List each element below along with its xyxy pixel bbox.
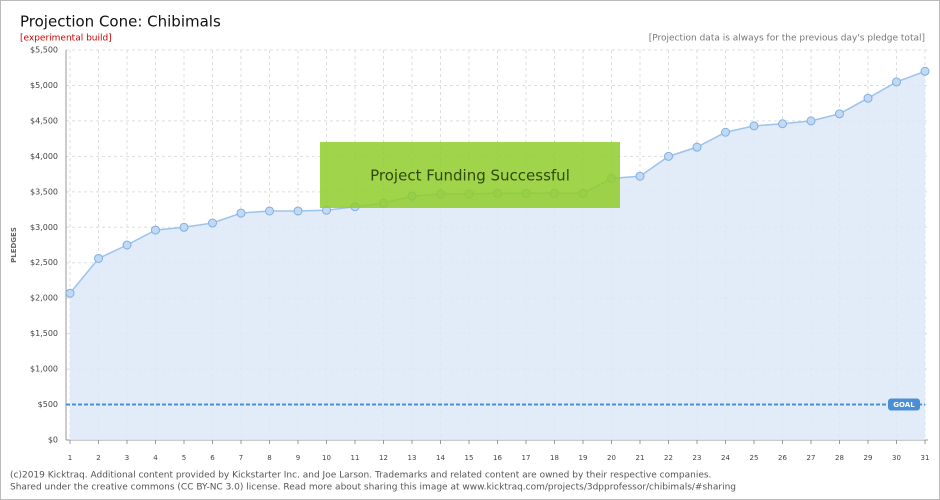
point (208, 218, 217, 228)
x-tick-label: 23 (693, 454, 702, 462)
y-tick-label: $1,000 (30, 365, 58, 374)
x-tick-label: 24 (721, 454, 730, 462)
y-tick-label: $2,500 (30, 258, 58, 267)
x-tick-label: 10 (322, 454, 331, 462)
x-tick-label: 21 (636, 454, 645, 462)
point (835, 109, 844, 119)
x-tick-label: 7 (239, 454, 243, 462)
x-tick-label: 5 (182, 454, 186, 462)
point (94, 253, 103, 263)
y-tick-label: $3,000 (30, 223, 58, 232)
footer: (c)2019 Kicktraq. Additional content pro… (10, 471, 711, 481)
x-tick-label: 25 (750, 454, 759, 462)
y-axis-label: PLEDGES (10, 227, 18, 263)
point (265, 206, 274, 216)
note: [Projection data is always for the previ… (649, 34, 925, 44)
x-tick-label: 6 (210, 454, 215, 462)
point (920, 66, 930, 76)
y-tick-label: $2,000 (30, 294, 58, 303)
x-tick-label: 31 (921, 454, 930, 462)
point (749, 121, 759, 131)
x-tick-label: 30 (892, 454, 901, 462)
point (806, 116, 816, 126)
x-tick-label: 29 (864, 454, 873, 462)
x-tick-label: 27 (807, 454, 816, 462)
y-tick-label: $4,500 (30, 116, 58, 125)
point (664, 151, 673, 161)
x-tick-label: 11 (351, 454, 360, 462)
x-tick-label: 17 (522, 454, 531, 462)
x-tick-label: 26 (778, 454, 787, 462)
x-tick-label: 13 (408, 454, 417, 462)
y-tick-label: $4,000 (30, 152, 58, 161)
x-tick-label: 15 (465, 454, 474, 462)
point (236, 208, 246, 218)
y-tick-label: $5,000 (30, 81, 58, 90)
x-tick-label: 1 (68, 454, 72, 462)
chart-title: Projection Cone: Chibimals (20, 13, 221, 31)
y-tick-label: $5,500 (30, 46, 58, 55)
point (65, 288, 75, 298)
x-tick-label: 2 (96, 454, 100, 462)
y-tick-label: $1,500 (30, 329, 58, 338)
point (293, 206, 303, 216)
point (778, 119, 787, 129)
goal-badge (888, 398, 920, 411)
y-tick-label: $3,500 (30, 187, 58, 196)
x-tick-label: 12 (379, 454, 388, 462)
x-tick-label: 14 (436, 454, 445, 462)
point (892, 77, 901, 87)
area (70, 71, 925, 440)
banner-text: Project Funding Successful (370, 167, 570, 185)
footer: Shared under the creative commons (CC BY… (10, 483, 736, 493)
point (179, 222, 189, 232)
x-tick-label: 28 (835, 454, 844, 462)
point (635, 171, 645, 181)
goal-label: GOAL (893, 401, 915, 409)
y-tick-label: $0 (48, 436, 58, 445)
point (151, 225, 160, 235)
point (122, 240, 132, 250)
point (692, 142, 702, 152)
x-tick-label: 22 (664, 454, 673, 462)
x-tick-label: 9 (296, 454, 300, 462)
x-tick-label: 4 (153, 454, 158, 462)
subtitle: [experimental build] (20, 34, 112, 44)
point (721, 127, 730, 137)
x-tick-label: 8 (267, 454, 271, 462)
x-tick-label: 3 (125, 454, 129, 462)
banner (320, 142, 620, 208)
x-tick-label: 20 (607, 454, 616, 462)
x-tick-label: 18 (550, 454, 559, 462)
y-tick-label: $500 (38, 400, 58, 409)
point (863, 93, 873, 103)
x-tick-label: 16 (493, 454, 502, 462)
x-tick-label: 19 (579, 454, 588, 462)
